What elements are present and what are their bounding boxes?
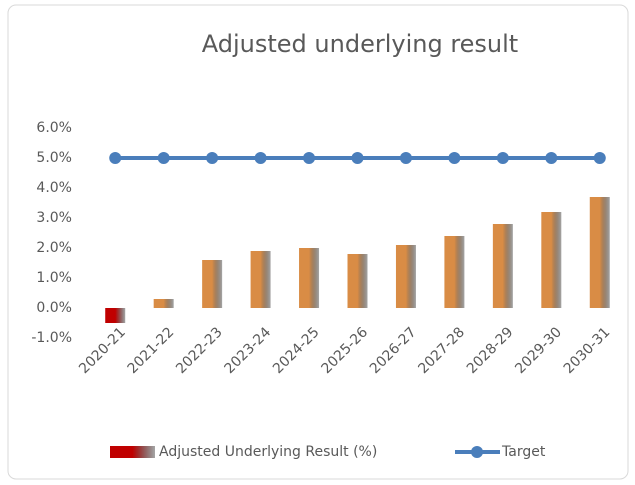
bar bbox=[299, 248, 320, 308]
y-tick-label: 3.0% bbox=[36, 210, 72, 226]
bar bbox=[589, 197, 610, 308]
line-marker bbox=[206, 152, 219, 164]
bar bbox=[202, 260, 223, 308]
line-marker bbox=[496, 152, 509, 164]
y-tick-label: 0.0% bbox=[36, 300, 72, 316]
y-tick-label: 4.0% bbox=[36, 180, 72, 196]
line-marker bbox=[545, 152, 558, 164]
legend-swatch bbox=[110, 446, 155, 458]
bar bbox=[395, 245, 416, 308]
bar bbox=[153, 299, 174, 308]
chart-frame bbox=[7, 4, 629, 480]
y-tick-label: 1.0% bbox=[36, 270, 72, 286]
line-marker bbox=[593, 152, 606, 164]
bar bbox=[541, 212, 562, 308]
legend-label: Adjusted Underlying Result (%) bbox=[159, 444, 377, 460]
bar bbox=[492, 224, 513, 308]
legend-label: Target bbox=[501, 444, 546, 460]
bar bbox=[105, 308, 126, 323]
line-marker bbox=[157, 152, 170, 164]
bar bbox=[347, 254, 368, 308]
chart-title: Adjusted underlying result bbox=[202, 30, 518, 58]
line-marker bbox=[399, 152, 412, 164]
line-marker bbox=[109, 152, 122, 164]
y-tick-label: 6.0% bbox=[36, 120, 72, 136]
y-tick-label: 5.0% bbox=[36, 150, 72, 166]
line-marker bbox=[303, 152, 316, 164]
y-tick-label: -1.0% bbox=[31, 330, 72, 346]
line-marker bbox=[254, 152, 267, 164]
legend-swatch bbox=[471, 446, 483, 458]
line-marker bbox=[351, 152, 364, 164]
y-tick-label: 2.0% bbox=[36, 240, 72, 256]
bar bbox=[250, 251, 271, 308]
bar bbox=[444, 236, 465, 308]
line-marker bbox=[448, 152, 461, 164]
